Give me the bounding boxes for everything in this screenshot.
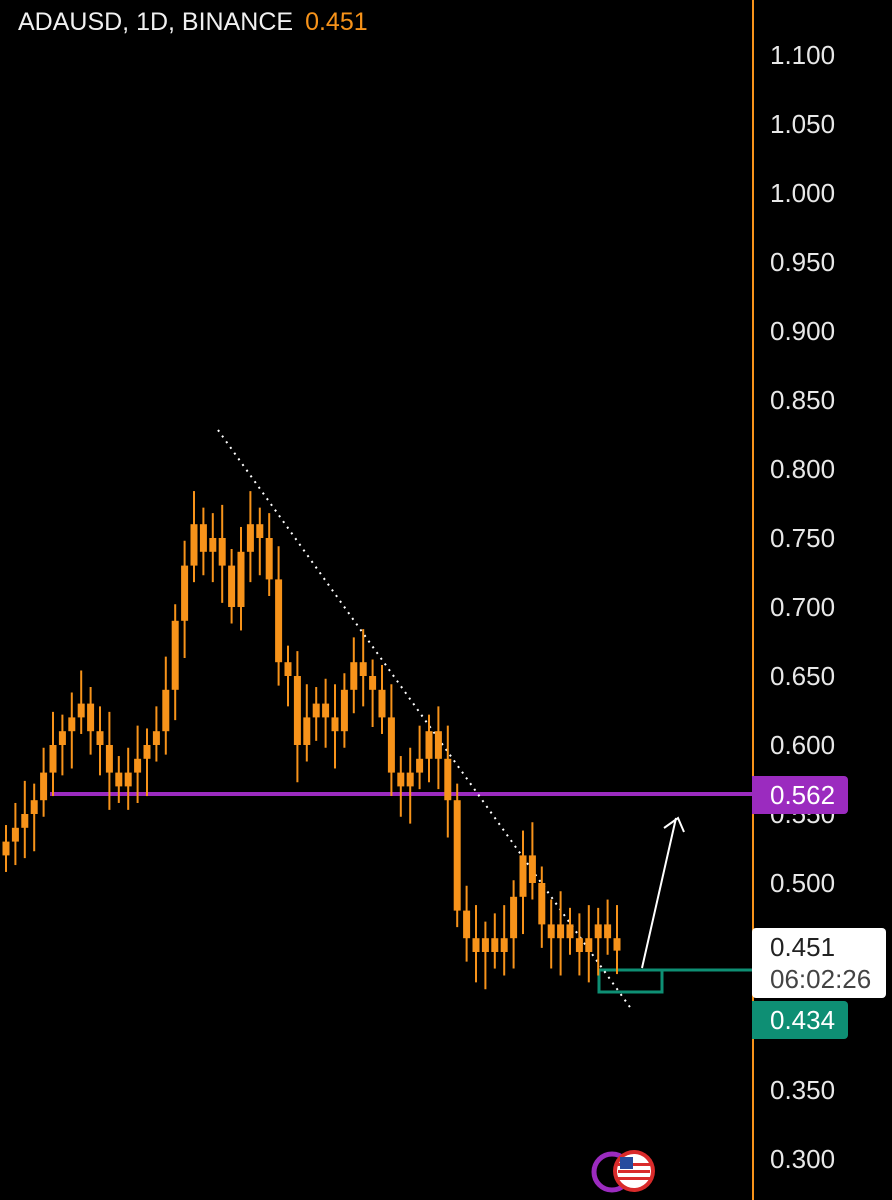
candle-body	[152, 731, 160, 745]
price-tick-label: 1.100	[770, 40, 836, 70]
candle-body	[162, 689, 170, 732]
indicator-badge[interactable]	[590, 1147, 660, 1197]
support-zone-box[interactable]	[597, 968, 664, 994]
price-tick-label: 0.800	[770, 454, 836, 484]
us-flag-icon	[613, 1150, 655, 1192]
candle-body	[594, 924, 602, 939]
candle-body	[369, 676, 377, 690]
candle-body	[209, 538, 217, 552]
candle-body	[115, 772, 123, 787]
candle-body	[293, 676, 301, 745]
candle-body	[77, 703, 85, 718]
candle-body	[228, 565, 236, 607]
candle-body	[2, 841, 10, 856]
price-axis-line	[752, 0, 754, 1200]
candle-body	[510, 896, 518, 939]
projection-arrow[interactable]	[641, 817, 677, 969]
candle-body	[575, 938, 583, 952]
candle-body	[547, 924, 555, 939]
candle-body	[143, 745, 151, 759]
candle-body	[434, 731, 442, 759]
candle-body	[444, 758, 452, 801]
support-price-tag[interactable]: 0.434	[752, 1001, 848, 1039]
price-tick-label: 0.650	[770, 661, 836, 691]
price-tick-label: 0.500	[770, 868, 836, 898]
candle-body	[340, 689, 348, 732]
candle-body	[406, 772, 414, 787]
candle-body	[237, 551, 245, 607]
candle-body	[124, 772, 132, 787]
candle-body	[246, 524, 254, 552]
candle-body	[181, 565, 189, 621]
last-price-tag[interactable]: 0.451 06:02:26	[752, 928, 886, 998]
candle-body	[58, 731, 66, 745]
candle-body	[397, 772, 405, 787]
candle-body	[359, 662, 367, 676]
price-tick-label: 0.950	[770, 247, 836, 277]
candle-body	[96, 731, 104, 745]
candle-body	[49, 745, 57, 773]
price-tick-label: 0.600	[770, 730, 836, 760]
candle-body	[566, 924, 574, 939]
candle-body	[604, 924, 612, 939]
price-tick-label: 0.300	[770, 1144, 836, 1174]
candle-body	[40, 772, 48, 801]
candle-body	[500, 938, 508, 952]
candle-body	[256, 524, 264, 538]
candle-body	[190, 524, 198, 566]
candle-body	[519, 855, 527, 897]
price-axis[interactable]: 1.100 1.050 1.000 0.950 0.900 0.850 0.800 0.750…	[752, 0, 892, 1200]
resistance-price-tag[interactable]: 0.562	[752, 776, 848, 814]
candle-body	[265, 538, 273, 580]
price-tick-label: 0.900	[770, 316, 836, 346]
candle-body	[528, 855, 536, 883]
arrow-head-icon	[663, 816, 685, 833]
price-tick-label: 1.000	[770, 178, 836, 208]
candle-body	[105, 745, 113, 773]
candle-body	[322, 703, 330, 718]
candle-body	[613, 938, 621, 951]
candle-body	[199, 524, 207, 552]
candle-body	[303, 717, 311, 745]
bar-countdown: 06:02:26	[770, 964, 872, 994]
candle-body	[425, 731, 433, 759]
candle-body	[68, 717, 76, 732]
candle-body	[171, 620, 179, 690]
candle-body	[416, 758, 424, 773]
candle-body	[87, 703, 95, 732]
candle-body	[312, 703, 320, 718]
candle-body	[134, 758, 142, 773]
candle-body	[378, 689, 386, 718]
candle-body	[331, 717, 339, 732]
price-tick-label: 0.750	[770, 523, 836, 553]
candle-body	[491, 938, 499, 952]
price-tick-label: 0.700	[770, 592, 836, 622]
price-tick-label: 0.350	[770, 1075, 836, 1105]
candle-body	[387, 717, 395, 773]
candle-body	[481, 938, 489, 952]
candle-body	[538, 883, 546, 925]
candle-body	[557, 924, 565, 939]
candle-body	[463, 910, 471, 939]
symbol-title: ADAUSD, 1D, BINANCE	[18, 8, 294, 36]
candle-body	[30, 800, 38, 814]
price-tick-label: 1.050	[770, 109, 836, 139]
candle-body	[284, 662, 292, 676]
last-price-value: 0.451	[770, 932, 836, 962]
candle-body	[275, 579, 283, 663]
candle-body	[350, 662, 358, 690]
candle-body	[472, 938, 480, 952]
header-last-price: 0.451	[305, 8, 368, 36]
candle-body	[21, 814, 29, 828]
candle-body	[453, 800, 461, 911]
candle-body	[11, 827, 19, 842]
candle-body	[585, 938, 593, 952]
symbol-header[interactable]: ADAUSD, 1D, BINANCE 0.451	[18, 8, 368, 37]
candles-group	[2, 491, 621, 990]
price-tick-label: 0.850	[770, 385, 836, 415]
candle-body	[218, 538, 226, 566]
